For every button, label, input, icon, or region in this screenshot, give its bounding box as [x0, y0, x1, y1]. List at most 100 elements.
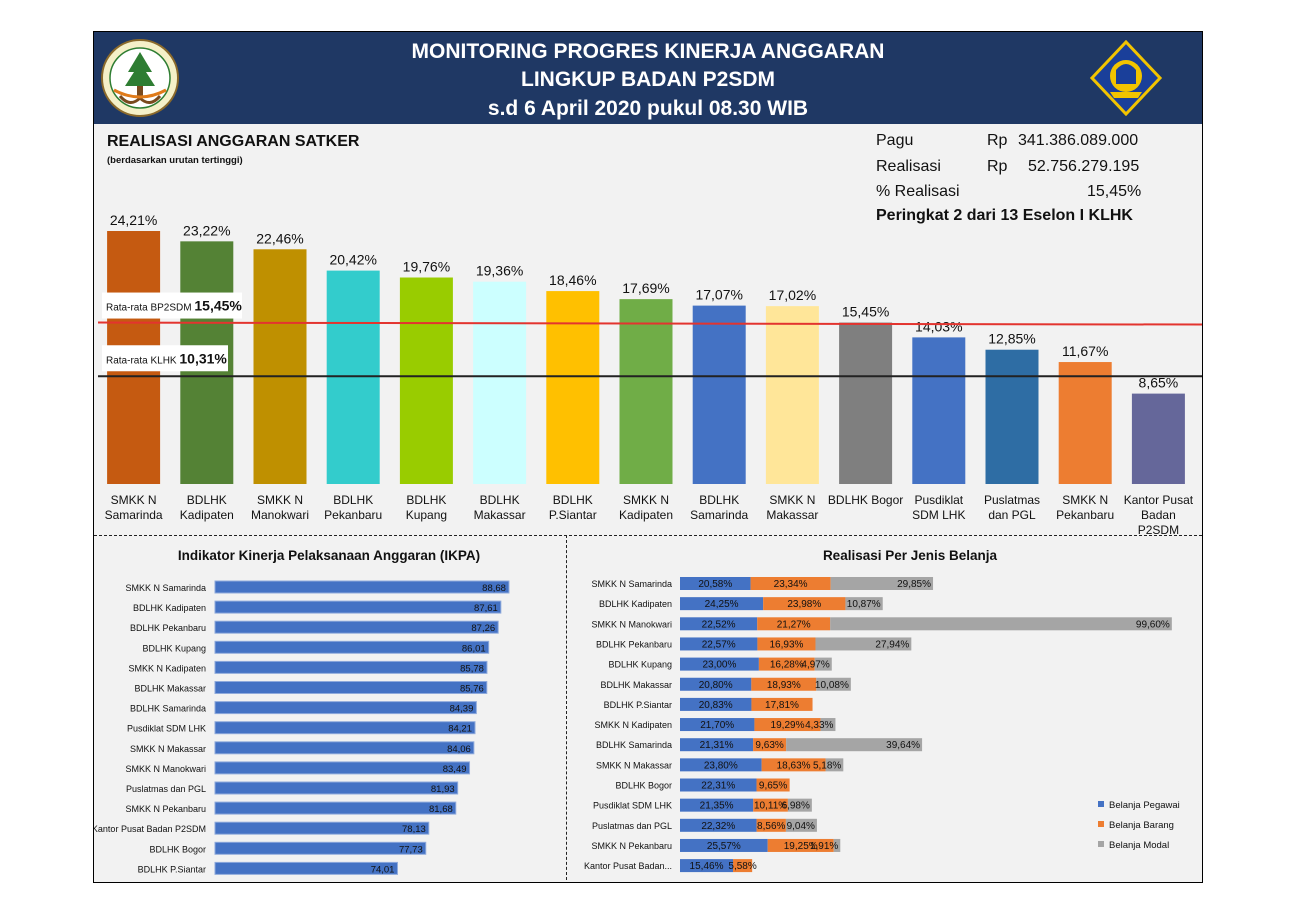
jenis-value-2-9: 5,18% [813, 760, 841, 771]
ref-label-box-1 [102, 345, 228, 372]
ikpa-bar-10 [214, 781, 459, 795]
jenis-bar-0-12 [680, 818, 757, 832]
realisasi-value: 52.756.279.195 [1028, 158, 1140, 175]
ikpa-bar-11 [214, 801, 457, 815]
jenis-value-0-0: 20,58% [698, 579, 732, 590]
ref-line-0 [97, 321, 1202, 326]
bars-group: 24,21% 23,22% 22,46% 20,42% 19,76% 19,36% 18,4… [107, 212, 1185, 484]
ikpa-value-12: 78,13 [402, 824, 426, 835]
jenis-bar-2-9 [825, 758, 844, 772]
ikpa-category-11: SMKK N Pekanbaru [125, 804, 206, 814]
category-label-5-0: BDLHK [480, 493, 520, 507]
ikpa-value-1: 87,61 [474, 603, 498, 614]
jenis-bar-2-7 [820, 718, 836, 732]
jenis-bar-0-7 [680, 718, 755, 732]
bar-value-label-10: 15,45% [842, 304, 889, 320]
jenis-legend: Belanja Pegawai Belanja Barang Belanja Mod… [1098, 800, 1180, 851]
category-label-0-1: Samarinda [105, 508, 163, 522]
bar-7 [619, 299, 673, 484]
jenis-bar-1-8 [753, 738, 787, 752]
ref-value-1: 10,31% [179, 350, 227, 366]
ref-value-0: 15,45% [194, 298, 242, 314]
category-label-6-1: P.Siantar [549, 508, 597, 522]
jenis-value-2-8: 39,64% [886, 740, 920, 751]
jenis-value-1-11: 10,11% [754, 801, 787, 812]
realisasi-label: Realisasi [876, 158, 941, 175]
category-label-14-1: Badan [1141, 508, 1176, 522]
jenis-bar-2-0 [830, 577, 934, 590]
category-label-12-0: Puslatmas [984, 493, 1040, 507]
ikpa-value-4: 85,78 [460, 663, 484, 674]
jenis-value-1-13: 19,25% [784, 841, 818, 852]
ikpa-category-2: BDLHK Pekanbaru [130, 623, 206, 633]
jenis-bar-1-5 [751, 677, 817, 691]
bar-12 [985, 349, 1039, 484]
category-label-10-0: BDLHK Bogor [828, 493, 903, 507]
ikpa-chart: Indikator Kinerja Pelaksanaan Anggaran (… [94, 548, 510, 875]
jenis-category-0: SMKK N Samarinda [591, 579, 672, 589]
legend-swatch-1 [1098, 821, 1104, 827]
ikpa-bar-6 [214, 701, 477, 715]
bar-11 [912, 337, 966, 484]
bar-5 [473, 281, 527, 484]
jenis-bar-0-9 [680, 758, 762, 772]
category-label-9-1: Makassar [766, 508, 818, 522]
category-label-14-0: Kantor Pusat [1124, 493, 1194, 507]
jenis-value-0-1: 24,25% [705, 599, 739, 610]
jenis-category-10: BDLHK Bogor [615, 781, 672, 791]
ikpa-category-1: BDLHK Kadipaten [133, 603, 206, 613]
jenis-bar-1-6 [751, 697, 813, 711]
ikpa-bar-0 [214, 580, 510, 594]
ikpa-value-5: 85,76 [460, 684, 484, 695]
jenis-category-5: BDLHK Makassar [600, 680, 672, 690]
header-title-line2: LINGKUP BADAN P2SDM [521, 68, 775, 91]
jenis-value-1-4: 16,28% [770, 660, 804, 671]
jenis-bar-1-14 [733, 859, 753, 873]
bar-value-label-13: 11,67% [1062, 343, 1108, 359]
ikpa-category-5: BDLHK Makassar [134, 684, 206, 694]
jenis-value-0-2: 22,52% [702, 619, 736, 630]
jenis-value-0-14: 15,46% [690, 861, 724, 872]
jenis-category-6: BDLHK P.Siantar [604, 700, 672, 710]
ikpa-bar-2 [214, 620, 499, 634]
jenis-value-1-7: 19,29% [771, 720, 805, 731]
klhk-logo-icon [101, 39, 179, 117]
category-label-3-0: BDLHK [333, 493, 373, 507]
jenis-value-2-13: 1,91% [810, 841, 838, 852]
ref-label-box-0 [102, 292, 242, 319]
realisasi-currency: Rp [987, 158, 1008, 175]
category-label-1-0: BDLHK [187, 493, 227, 507]
ikpa-value-9: 83,49 [443, 764, 467, 775]
category-label-8-1: Samarinda [690, 508, 748, 522]
bar-value-label-3: 20,42% [329, 252, 376, 268]
jenis-bar-0-10 [680, 778, 757, 792]
legend-swatch-2 [1098, 841, 1104, 847]
ikpa-bar-1 [214, 600, 502, 614]
ikpa-category-9: SMKK N Manokwari [125, 764, 206, 774]
jenis-bar-1-11 [753, 798, 788, 812]
ikpa-bar-12 [214, 821, 430, 835]
ikpa-value-8: 84,06 [447, 744, 471, 755]
category-label-7-1: Kadipaten [619, 508, 673, 522]
ikpa-value-11: 81,68 [429, 804, 453, 815]
ikpa-category-4: SMKK N Kadipaten [128, 663, 206, 673]
category-label-2-0: SMKK N [257, 493, 303, 507]
category-label-1-1: Kadipaten [180, 508, 234, 522]
jenis-bar-2-3 [815, 637, 912, 651]
jenis-value-2-1: 10,87% [847, 599, 881, 610]
jenis-bar-1-4 [758, 657, 815, 671]
jenis-value-1-10: 9,65% [759, 781, 787, 792]
jenis-bar-0-8 [680, 738, 754, 752]
kemenkeu-logo-icon [1090, 40, 1162, 116]
bar-value-label-8: 17,07% [695, 287, 742, 303]
jenis-bar-1-12 [756, 818, 786, 832]
ikpa-value-2: 87,26 [471, 623, 495, 634]
jenis-bar-1-3 [757, 637, 816, 651]
category-label-7-0: SMKK N [623, 493, 669, 507]
jenis-category-4: BDLHK Kupang [608, 660, 672, 670]
bar-3 [326, 270, 380, 484]
ikpa-value-14: 74,01 [371, 864, 395, 875]
jenis-value-2-7: 4,33% [805, 720, 833, 731]
jenis-value-1-14: 5,58% [728, 861, 756, 872]
